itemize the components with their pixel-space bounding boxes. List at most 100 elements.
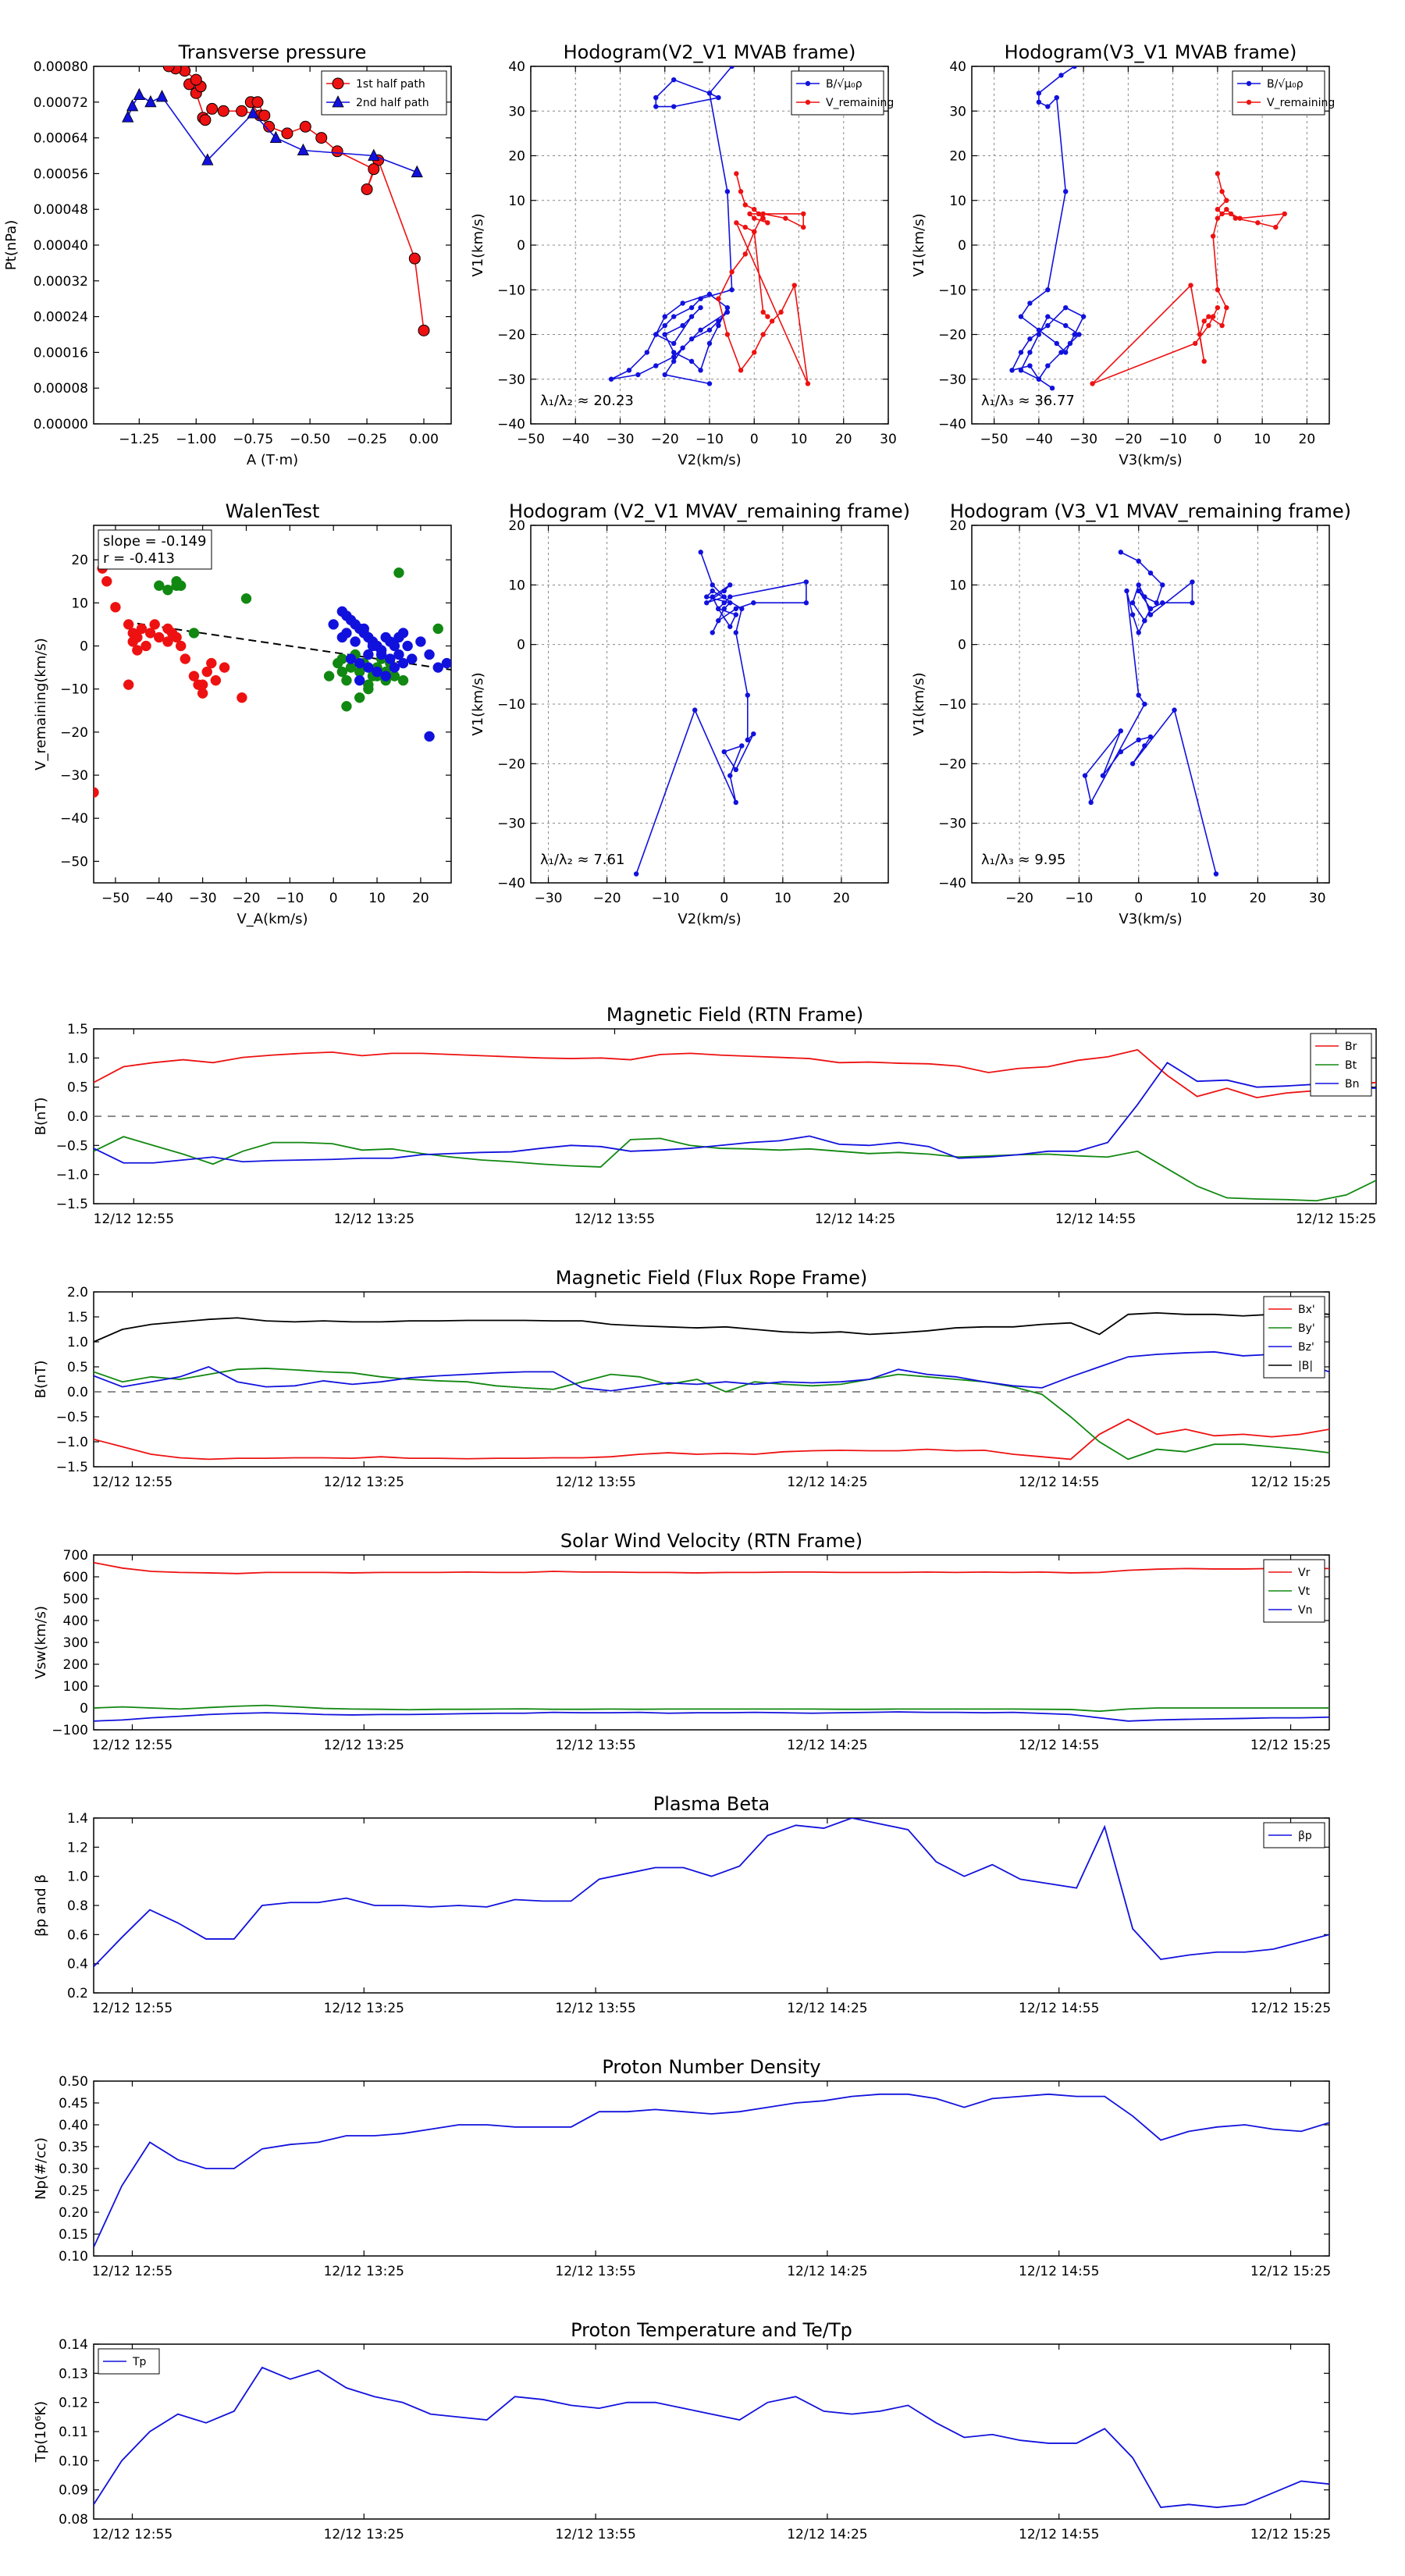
- wt-annotation: r = -0.413: [103, 550, 175, 567]
- tp2-ytick-label: 0.14: [59, 2337, 88, 2353]
- h1-xtick-label: −20: [651, 432, 679, 447]
- h1-legend-marker: [805, 80, 811, 87]
- h2-series-0-point: [1067, 340, 1073, 347]
- h2-series-0-point: [1045, 287, 1051, 293]
- h2-series-0-point: [1045, 363, 1051, 368]
- h2-series-1-point: [1215, 304, 1221, 311]
- h1-series-0-point: [653, 332, 659, 337]
- mf_rtn-legend-label: Bt: [1345, 1059, 1357, 1072]
- tp-legend: [321, 70, 447, 116]
- sw-ytick-label: 0: [80, 1701, 88, 1717]
- h2-xtick-label: −20: [1114, 432, 1142, 447]
- h4-series-0-point: [1118, 749, 1124, 755]
- h1-series-0-point: [671, 350, 677, 355]
- tp-series-0-point: [251, 96, 264, 109]
- h3-series-0-point: [716, 606, 721, 612]
- tp2-ytick-label: 0.09: [59, 2483, 88, 2499]
- h2-series-0-point: [1027, 363, 1033, 368]
- np-xtick-label: 12/12 13:55: [555, 2264, 635, 2279]
- h1-ytick-label: 30: [508, 104, 525, 119]
- h1-series-0-point: [688, 314, 695, 319]
- h4-series-0-point: [1129, 612, 1136, 617]
- h1-series-1-point: [716, 296, 721, 301]
- tp-ylabel: Pt(nPa): [3, 220, 20, 270]
- h1-series-0-point: [680, 301, 685, 306]
- h4-ytick-label: 20: [949, 518, 966, 534]
- h1-series-1-point: [742, 224, 748, 230]
- h1-series-1-point: [738, 368, 744, 373]
- tp-frame: [93, 66, 452, 425]
- tp-legend-marker: [332, 77, 344, 90]
- np-ytick-label: 0.40: [59, 2118, 88, 2133]
- h2-series-1-point: [1197, 332, 1203, 337]
- tp-series-1-point: [144, 94, 157, 108]
- h4-series-0-point: [1142, 701, 1147, 707]
- wt-series-2-point: [415, 636, 426, 647]
- pb-legend-label: βp: [1298, 1830, 1312, 1842]
- h4-series-0-line: [1084, 551, 1217, 874]
- h3-series-0-point: [733, 767, 738, 773]
- np-ytick-label: 0.30: [59, 2161, 88, 2177]
- h3-ylabel: V1(km/s): [470, 672, 486, 735]
- h4-series-0-point: [1129, 600, 1136, 606]
- h3-xtick-label: −20: [593, 891, 621, 906]
- sw-xtick-label: 12/12 14:25: [787, 1738, 867, 1753]
- h3-series-0-point: [803, 600, 809, 606]
- np-xtick-label: 12/12 15:25: [1250, 2264, 1331, 2279]
- h1-series-0-point: [706, 381, 713, 386]
- h3-series-0-point: [733, 612, 738, 617]
- h1-series-0-point: [688, 336, 695, 342]
- h1-series-1-point: [742, 251, 748, 257]
- h2-series-0-point: [1063, 189, 1069, 194]
- h1-series-0-point: [724, 304, 731, 311]
- wt-series-1-point: [336, 666, 348, 678]
- h3-xtick-label: 0: [720, 891, 728, 906]
- wt-series-2-point: [424, 731, 435, 742]
- mf_fr-xtick-label: 12/12 15:25: [1250, 1475, 1331, 1490]
- h4-ytick-label: 0: [958, 638, 966, 653]
- h1-xtick-label: 10: [791, 432, 808, 447]
- h2-xtick-label: −40: [1025, 432, 1053, 447]
- h4-series-0-point: [1136, 558, 1141, 564]
- h1-series-0-point: [706, 291, 713, 297]
- h2-series-1-point: [1090, 381, 1095, 386]
- wt-xtick-label: −10: [276, 891, 304, 906]
- h1-series-0-point: [671, 76, 677, 83]
- h1-series-0-line: [610, 66, 733, 385]
- h1-series-0-point: [671, 104, 677, 109]
- sw-ytick-label: 400: [63, 1614, 88, 1629]
- wt-plot-area: [94, 563, 451, 798]
- mf_fr-series-2-line: [94, 1350, 1329, 1392]
- np-ytick-label: 0.50: [59, 2074, 88, 2090]
- wt-xtick-label: −40: [145, 891, 173, 906]
- h4-series-0-point: [1136, 588, 1141, 594]
- mf_fr-series-0-line: [94, 1418, 1329, 1461]
- wt-series-2-point: [345, 653, 357, 664]
- mf_fr-ytick-label: 0.0: [67, 1385, 88, 1400]
- h1-ylabel: V1(km/s): [470, 213, 486, 276]
- np-xtick-label: 12/12 14:55: [1019, 2264, 1099, 2279]
- h3-ytick-label: 10: [508, 578, 525, 593]
- pb-series-0-line: [94, 1818, 1329, 1968]
- h1-series-1-point: [729, 269, 735, 275]
- h2-xtick-label: 10: [1254, 432, 1271, 447]
- h4-series-0-point: [1082, 773, 1088, 778]
- mf_fr-xtick-label: 12/12 13:55: [555, 1475, 635, 1490]
- h3-series-0-point: [733, 606, 738, 612]
- h2-series-0-point: [1072, 332, 1077, 337]
- tp-series-1-point: [133, 87, 145, 101]
- h1-series-0-point: [724, 309, 731, 315]
- mf_rtn-xtick-label: 12/12 14:25: [815, 1212, 895, 1227]
- mf_rtn-xtick-label: 12/12 15:25: [1296, 1212, 1376, 1227]
- mf_fr-xtick-label: 12/12 13:25: [324, 1475, 404, 1490]
- h2-xtick-label: −10: [1159, 432, 1187, 447]
- pb-xtick-label: 12/12 12:55: [92, 2001, 173, 2016]
- wt-series-0-point: [219, 662, 230, 673]
- pb-ytick-label: 0.6: [67, 1927, 88, 1943]
- h2-ytick-label: 10: [949, 194, 966, 209]
- tp-legend-label: 1st half path: [356, 78, 425, 91]
- h2-series-1-point: [1237, 215, 1243, 221]
- h2-ytick-label: 0: [958, 238, 966, 254]
- h2-series-1-point: [1215, 215, 1221, 221]
- wt-ytick-label: −40: [60, 811, 88, 827]
